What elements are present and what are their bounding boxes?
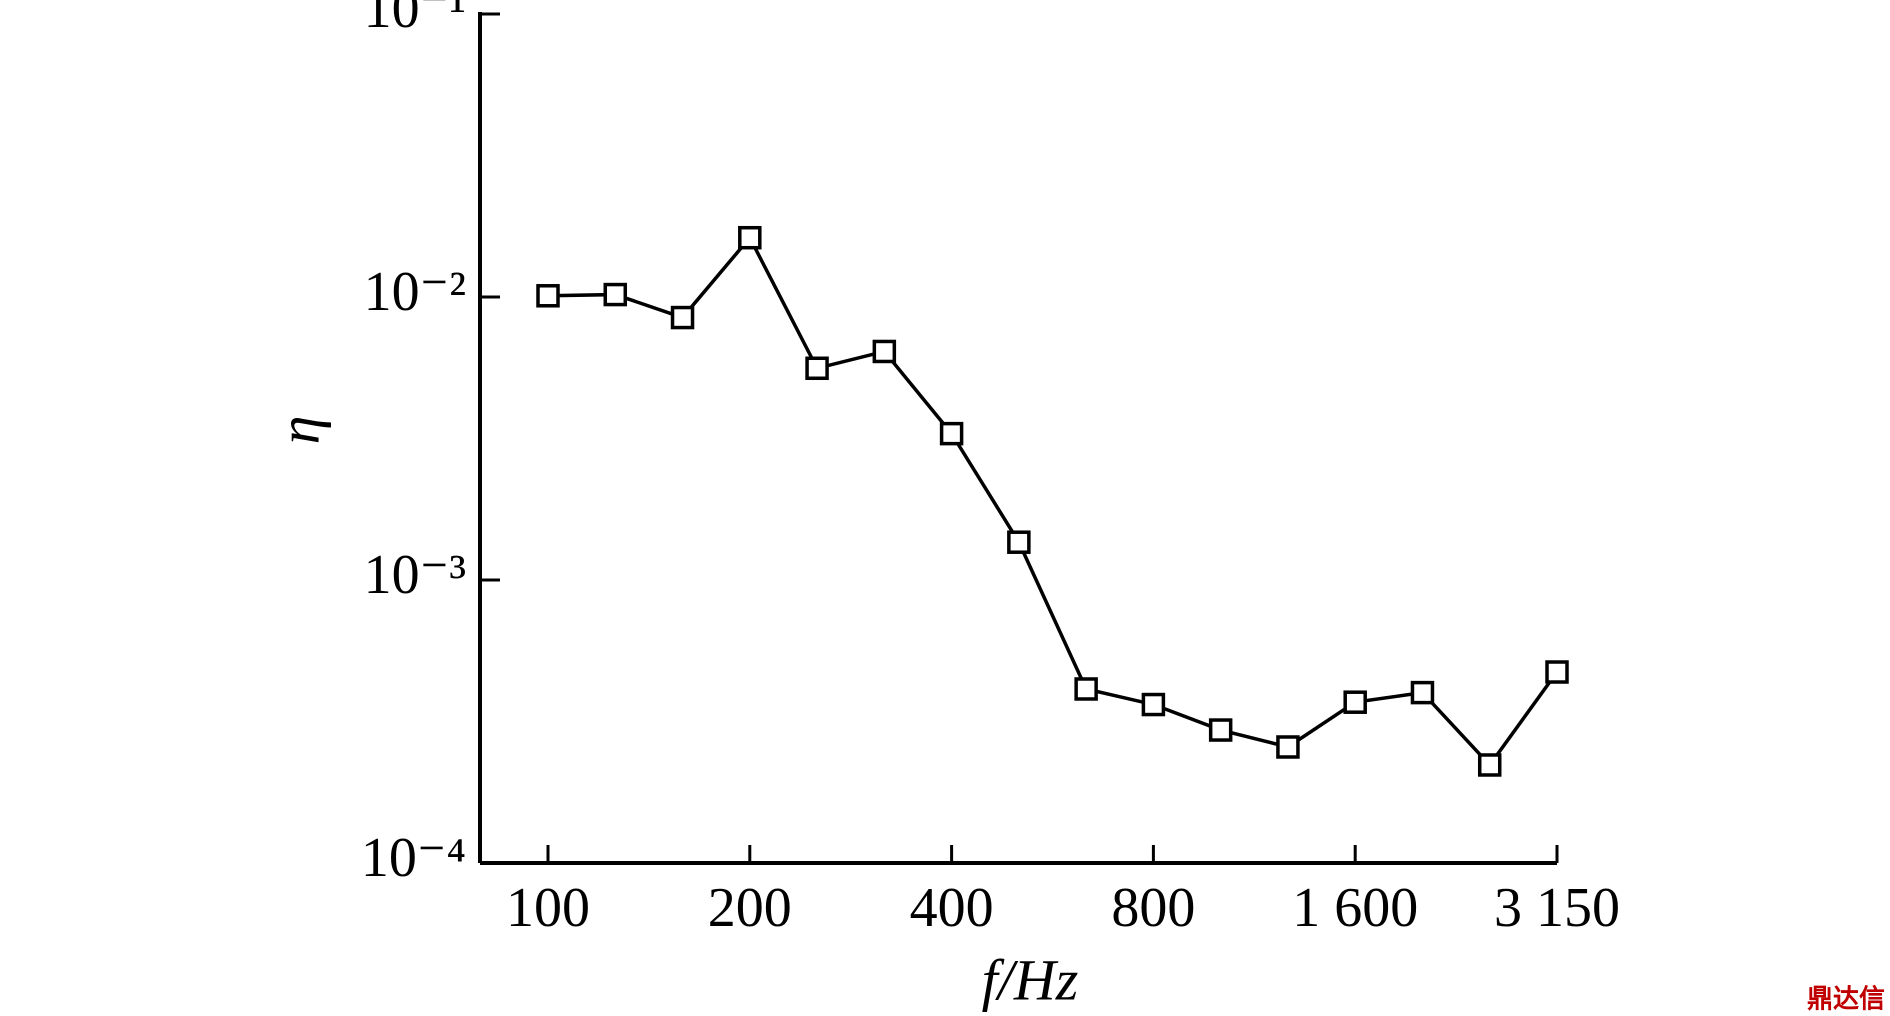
data-point	[1141, 692, 1166, 717]
x-tick-label: 3 150	[1494, 877, 1620, 939]
y-tick-label: 10⁻³	[364, 544, 466, 606]
data-point	[738, 225, 762, 250]
data-point	[1007, 530, 1031, 554]
data-point	[1276, 735, 1300, 759]
x-axis-title: f/Hz	[982, 947, 1079, 1012]
x-tick-label: 200	[708, 877, 792, 939]
watermark: 鼎达信	[1807, 985, 1885, 1015]
data-line	[547, 234, 1559, 768]
data-point	[1343, 690, 1367, 714]
x-tick-label: 1 600	[1292, 877, 1418, 939]
data-point	[1410, 680, 1435, 705]
data-point	[1477, 753, 1502, 777]
data-point	[1545, 660, 1569, 684]
data-point	[805, 356, 829, 381]
y-tick-label: 10⁻⁴	[361, 827, 466, 889]
data-point	[670, 305, 695, 330]
y-tick-label: 10⁻²	[364, 261, 466, 323]
data-point	[603, 282, 628, 307]
data-point	[1208, 718, 1233, 742]
data-point	[939, 421, 964, 446]
data-point	[1074, 677, 1098, 701]
x-tick-label: 100	[506, 877, 590, 939]
y-axis-title: η	[266, 416, 331, 445]
y-tick-label: 10⁻¹	[364, 0, 466, 40]
x-tick-label: 400	[910, 877, 994, 939]
x-tick-label: 800	[1111, 877, 1195, 939]
data-point	[872, 339, 897, 364]
data-point	[536, 284, 560, 308]
